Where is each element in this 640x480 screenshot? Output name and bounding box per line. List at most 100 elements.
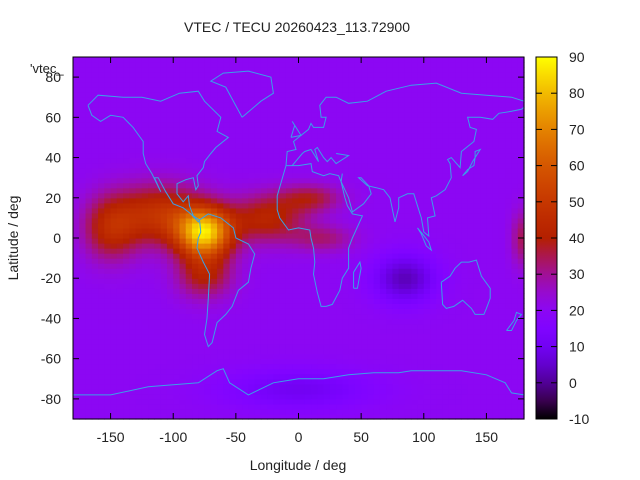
heatmap-cell [154, 238, 162, 244]
heatmap-cell [492, 368, 500, 375]
heatmap-cell [285, 62, 293, 68]
heatmap-cell [480, 318, 488, 325]
heatmap-cell [204, 187, 212, 194]
heatmap-cell [329, 368, 337, 375]
heatmap-cell [386, 57, 394, 63]
heatmap-cell [185, 408, 193, 415]
heatmap-cell [73, 192, 80, 199]
heatmap-cell [298, 147, 306, 154]
heatmap-cell [254, 363, 262, 370]
heatmap-cell [505, 293, 513, 299]
heatmap-cell [292, 132, 300, 139]
heatmap-cell [492, 288, 500, 294]
heatmap-cell [354, 248, 362, 254]
heatmap-cell [480, 293, 488, 299]
heatmap-cell [91, 378, 99, 385]
heatmap-cell [217, 207, 224, 214]
heatmap-cell [398, 97, 406, 103]
heatmap-cell [98, 87, 105, 93]
heatmap-cell [392, 152, 400, 159]
heatmap-cell [311, 197, 318, 204]
heatmap-cell [79, 152, 87, 159]
heatmap-cell [154, 393, 162, 400]
heatmap-cell [166, 207, 174, 214]
heatmap-cell [480, 62, 488, 68]
heatmap-cell [373, 72, 381, 78]
heatmap-cell [235, 388, 243, 395]
heatmap-cell [173, 368, 181, 375]
heatmap-cell [110, 238, 118, 244]
heatmap-cell [192, 253, 199, 259]
heatmap-cell [486, 398, 494, 405]
heatmap-cell [492, 328, 500, 335]
heatmap-cell [498, 318, 506, 325]
heatmap-cell [154, 112, 162, 118]
heatmap-cell [254, 238, 262, 244]
heatmap-cell [461, 202, 469, 209]
heatmap-cell [354, 358, 362, 365]
heatmap-cell [166, 268, 174, 274]
heatmap-cell [386, 232, 394, 239]
heatmap-cell [392, 268, 400, 274]
heatmap-cell [329, 268, 337, 274]
heatmap-cell [398, 298, 406, 304]
heatmap-cell [123, 408, 130, 415]
heatmap-cell [423, 268, 431, 274]
heatmap-cell [198, 112, 206, 118]
heatmap-cell [398, 308, 406, 315]
heatmap-cell [498, 313, 506, 320]
heatmap-cell [398, 77, 406, 83]
heatmap-cell [379, 177, 387, 184]
heatmap-cell [185, 368, 193, 375]
heatmap-cell [423, 212, 431, 219]
heatmap-cell [455, 318, 462, 325]
heatmap-cell [329, 182, 337, 189]
heatmap-cell [411, 227, 419, 234]
heatmap-cell [267, 258, 275, 264]
heatmap-cell [417, 132, 425, 139]
heatmap-cell [461, 323, 469, 330]
heatmap-cell [279, 368, 287, 375]
heatmap-cell [304, 313, 312, 320]
heatmap-cell [480, 112, 488, 118]
heatmap-cell [392, 127, 400, 134]
heatmap-cell [204, 177, 212, 184]
heatmap-cell [398, 333, 406, 340]
heatmap-cell [404, 363, 412, 370]
heatmap-cell [317, 268, 325, 274]
heatmap-cell [260, 152, 268, 159]
heatmap-cell [486, 278, 494, 284]
heatmap-cell [229, 107, 237, 113]
heatmap-cell [204, 313, 212, 320]
heatmap-cell [154, 283, 162, 289]
heatmap-cell [398, 373, 406, 380]
heatmap-cell [423, 187, 431, 194]
heatmap-cell [260, 348, 268, 355]
heatmap-cell [486, 217, 494, 224]
heatmap-cell [480, 122, 488, 128]
heatmap-cell [367, 238, 375, 244]
heatmap-cell [285, 353, 293, 360]
heatmap-cell [480, 132, 488, 139]
heatmap-cell [116, 353, 124, 360]
heatmap-cell [486, 358, 494, 365]
heatmap-cell [361, 202, 368, 209]
heatmap-cell [417, 97, 425, 103]
heatmap-cell [367, 132, 375, 139]
heatmap-cell [123, 87, 130, 93]
heatmap-cell [279, 283, 287, 289]
heatmap-cell [304, 57, 312, 63]
heatmap-cell [342, 363, 350, 370]
heatmap-cell [423, 222, 431, 229]
heatmap-cell [386, 393, 394, 400]
heatmap-cell [79, 388, 87, 395]
heatmap-cell [455, 358, 462, 365]
heatmap-cell [160, 258, 168, 264]
heatmap-cell [436, 192, 444, 199]
heatmap-cell [473, 202, 481, 209]
heatmap-cell [154, 318, 162, 325]
heatmap-cell [279, 217, 287, 224]
heatmap-cell [129, 413, 137, 420]
heatmap-cell [498, 238, 506, 244]
heatmap-cell [379, 142, 387, 149]
